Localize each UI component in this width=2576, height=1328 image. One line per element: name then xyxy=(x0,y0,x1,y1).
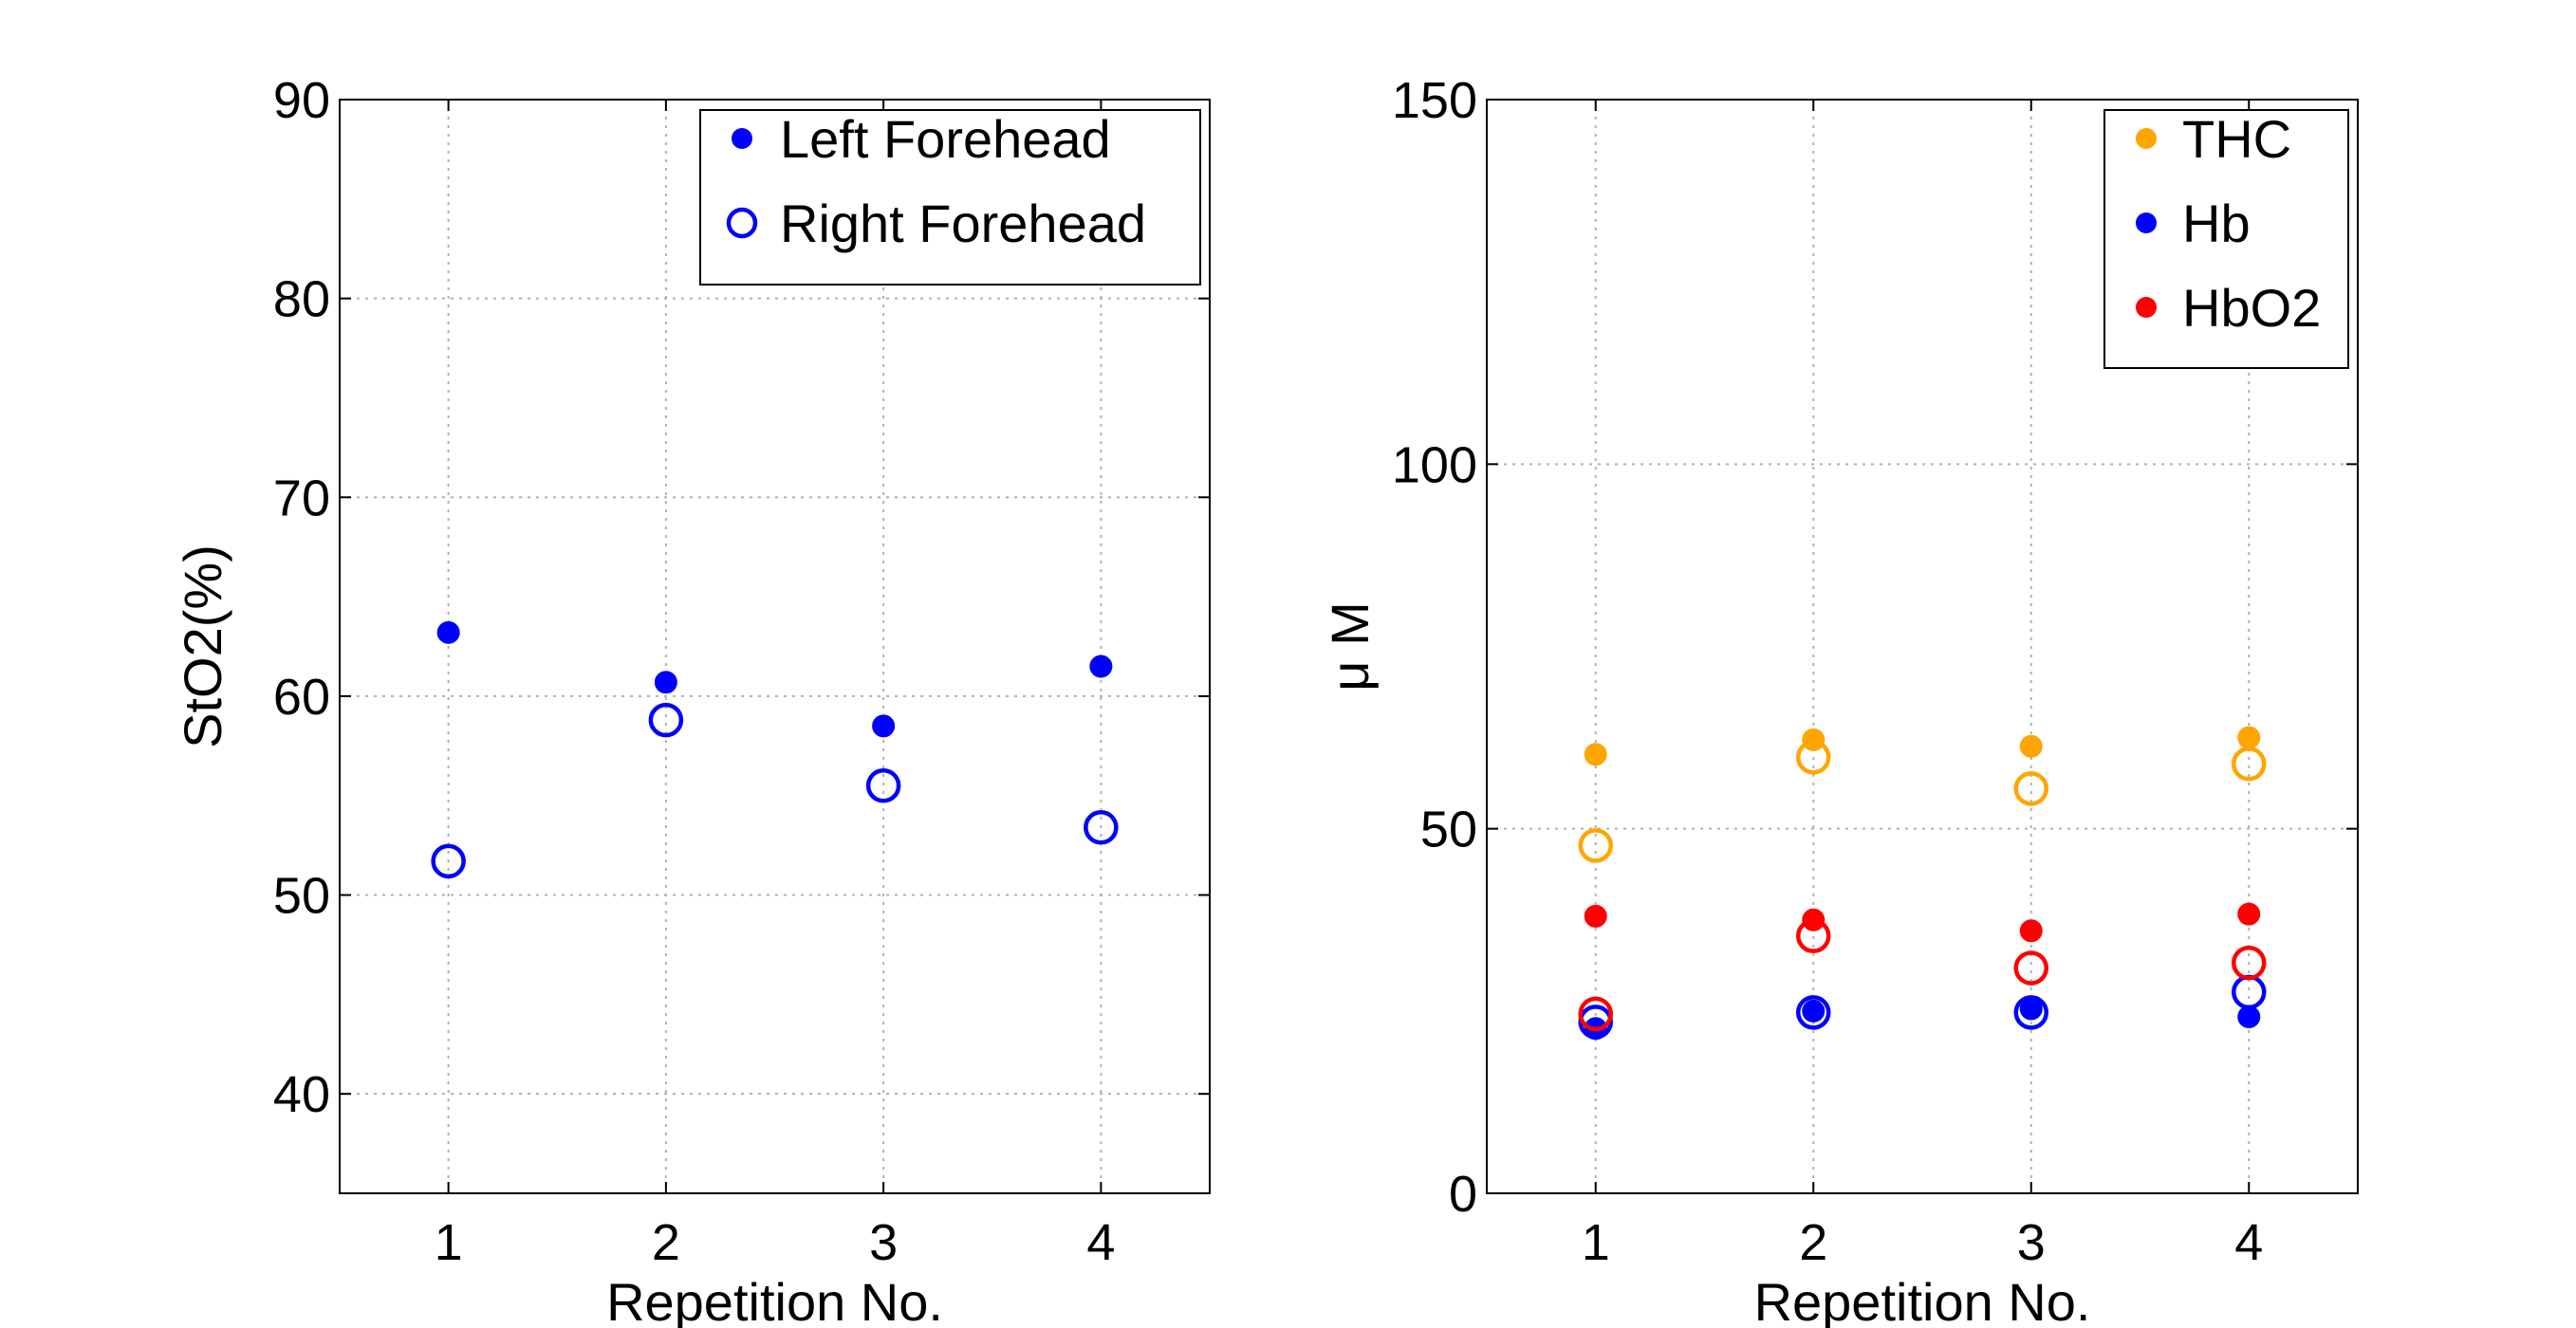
right-chart-panel: 1 2 3 4 0 50 100 150 Repetition No. μ M THC Hb HbO2 xyxy=(1320,72,2359,1328)
x-tick-label: 1 xyxy=(1582,1214,1610,1271)
y-tick-label: 50 xyxy=(1420,802,1477,858)
left-chart-panel: 1 2 3 4 40 50 60 70 80 90 Repetition No. StO2(%) Lef… xyxy=(173,72,1211,1328)
x-axis-label: Repetition No. xyxy=(1754,1272,2091,1328)
x-tick-label: 4 xyxy=(1086,1214,1115,1271)
data-point-thc-filled xyxy=(2019,734,2043,758)
legend-marker-right-forehead xyxy=(726,207,758,239)
y-tick-label: 40 xyxy=(273,1066,330,1123)
y-tick-label: 50 xyxy=(273,868,330,925)
data-point-thc-open xyxy=(1578,828,1613,863)
data-point-hbo2-open xyxy=(1578,996,1613,1032)
x-tick-label: 4 xyxy=(2234,1214,2263,1271)
data-point-right-forehead-open xyxy=(865,767,901,803)
data-point-hb-open xyxy=(1796,995,1831,1030)
legend-label-left-forehead: Left Forehead xyxy=(780,109,1111,169)
data-point-thc-open xyxy=(2013,771,2048,806)
data-point-left-forehead-filled xyxy=(1089,655,1113,678)
y-tick-label: 80 xyxy=(273,271,330,328)
legend-marker-left-forehead xyxy=(732,128,752,149)
y-tick-label: 90 xyxy=(273,72,330,129)
data-point-hbo2-filled xyxy=(1584,904,1607,928)
y-axis-label: μ M xyxy=(1320,601,1380,691)
y-axis-label: StO2(%) xyxy=(173,544,232,748)
data-point-hbo2-filled xyxy=(2237,902,2261,926)
legend-marker-hb xyxy=(2136,212,2157,233)
data-point-right-forehead-open xyxy=(431,843,466,879)
y-tick-label: 70 xyxy=(273,470,330,526)
x-tick-label: 2 xyxy=(1799,1214,1827,1271)
data-point-thc-open xyxy=(2232,747,2267,782)
data-point-left-forehead-filled xyxy=(872,714,896,738)
data-point-right-forehead-open xyxy=(1084,810,1119,845)
legend-marker-thc xyxy=(2136,128,2157,149)
data-point-hbo2-open xyxy=(2013,950,2048,986)
y-tick-label: 100 xyxy=(1392,436,1477,493)
data-point-hbo2-open xyxy=(1796,918,1831,953)
data-point-left-forehead-filled xyxy=(436,620,460,644)
data-point-hb-filled xyxy=(2237,1005,2261,1028)
data-point-hb-filled xyxy=(1802,999,1825,1023)
data-point-hbo2-filled xyxy=(2019,919,2043,943)
legend-marker-hbo2 xyxy=(2136,297,2157,318)
legend-label-right-forehead: Right Forehead xyxy=(780,194,1146,253)
data-point-hbo2-open xyxy=(2232,945,2267,981)
data-point-thc-filled xyxy=(1584,743,1607,766)
legend-box xyxy=(699,109,1201,286)
x-tick-label: 3 xyxy=(869,1214,898,1271)
y-tick-label: 60 xyxy=(273,669,330,726)
data-point-hb-open xyxy=(2013,995,2048,1030)
data-point-thc-filled xyxy=(2237,726,2261,749)
axes-frame xyxy=(1486,99,2359,1194)
legend-label-hbo2: HbO2 xyxy=(2182,278,2321,338)
x-tick-label: 3 xyxy=(2017,1214,2046,1271)
axes-frame xyxy=(339,99,1211,1194)
y-tick-label: 150 xyxy=(1392,72,1477,129)
data-point-thc-filled xyxy=(1802,728,1825,751)
legend-label-hb: Hb xyxy=(2182,194,2251,253)
x-tick-label: 1 xyxy=(435,1214,463,1271)
y-tick-label: 0 xyxy=(1449,1166,1477,1223)
x-tick-label: 2 xyxy=(652,1214,680,1271)
legend-label-thc: THC xyxy=(2182,109,2291,169)
data-point-right-forehead-open xyxy=(648,702,684,738)
x-axis-label: Repetition No. xyxy=(606,1272,943,1328)
data-point-left-forehead-filled xyxy=(654,671,677,694)
legend-box xyxy=(2103,109,2349,369)
data-point-thc-open xyxy=(1796,740,1831,775)
